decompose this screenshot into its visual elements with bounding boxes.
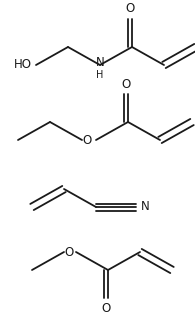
Text: O: O bbox=[121, 77, 131, 90]
Text: N: N bbox=[141, 201, 149, 214]
Text: O: O bbox=[64, 245, 74, 258]
Text: N: N bbox=[96, 56, 104, 69]
Text: HO: HO bbox=[14, 58, 32, 72]
Text: O: O bbox=[101, 302, 111, 315]
Text: H: H bbox=[96, 70, 104, 80]
Text: O: O bbox=[125, 3, 135, 16]
Text: O: O bbox=[82, 134, 92, 147]
